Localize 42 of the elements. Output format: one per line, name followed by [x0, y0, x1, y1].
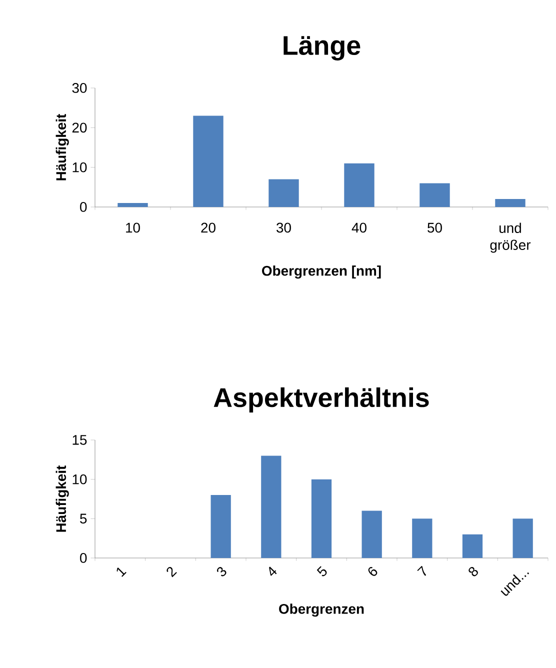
- y-tick-label: 0: [80, 553, 87, 563]
- bar: [462, 534, 483, 558]
- bar: [420, 183, 450, 207]
- x-tick-label: 4: [269, 566, 277, 576]
- y-tick-label: 10: [72, 474, 87, 484]
- bar: [344, 163, 374, 207]
- bar: [193, 116, 224, 207]
- y-tick-label: 15: [72, 435, 87, 445]
- x-tick-label: und...: [500, 572, 530, 596]
- x-tick-label: 6: [368, 566, 378, 576]
- bar: [412, 518, 432, 558]
- bar: [261, 456, 282, 558]
- bar: [118, 203, 148, 207]
- y-tick-label: 10: [72, 162, 87, 172]
- chart-title: Länge: [284, 36, 360, 60]
- bar: [495, 199, 526, 207]
- y-axis-title: Häufigkeit: [56, 114, 69, 180]
- x-tick-label: 1: [116, 567, 126, 577]
- x-axis-title: Obergrenzen [nm]: [262, 266, 381, 279]
- x-tick-label: 3: [216, 567, 226, 576]
- x-tick-label: 10: [126, 222, 140, 233]
- x-tick-label: 30: [276, 222, 291, 233]
- bar: [362, 510, 382, 558]
- x-tick-label: 50: [428, 222, 442, 233]
- bar: [311, 479, 332, 558]
- x-tick-label: 20: [201, 222, 216, 233]
- x-tick-label: 40: [352, 222, 366, 233]
- y-axis-title: Häufigkeit: [56, 465, 69, 532]
- y-tick-label: 20: [72, 122, 87, 133]
- x-axis-title: Obergrenzen: [279, 604, 364, 617]
- y-tick-label: 0: [80, 202, 87, 212]
- chart-title: Aspektverhältnis: [214, 387, 429, 412]
- x-tick-label: 2: [166, 566, 177, 578]
- y-tick-label: 30: [72, 83, 87, 93]
- y-tick-label: 5: [80, 514, 87, 524]
- x-tick-label: und größer: [490, 222, 531, 253]
- x-tick-label: 7: [417, 566, 426, 576]
- x-tick-label: 5: [316, 566, 327, 576]
- bar: [210, 495, 231, 558]
- x-tick-label: 8: [468, 566, 478, 576]
- bar: [268, 179, 299, 207]
- bar: [512, 518, 533, 558]
